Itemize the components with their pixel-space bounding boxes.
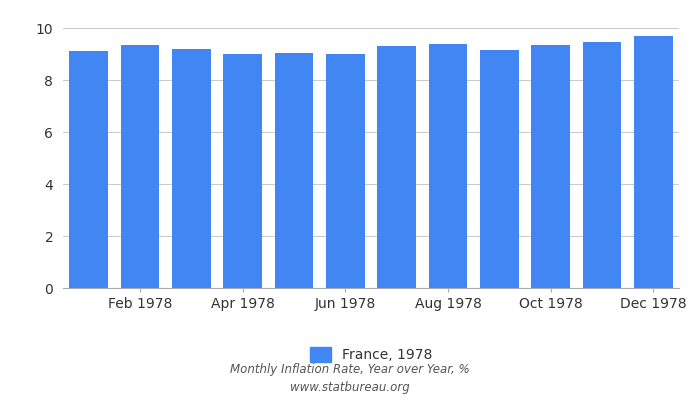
Bar xyxy=(120,45,160,288)
Legend: France, 1978: France, 1978 xyxy=(304,342,438,368)
Bar xyxy=(582,42,622,288)
Bar xyxy=(326,54,365,288)
Bar xyxy=(223,54,262,288)
Text: Monthly Inflation Rate, Year over Year, %: Monthly Inflation Rate, Year over Year, … xyxy=(230,364,470,376)
Bar xyxy=(377,46,416,288)
Text: www.statbureau.org: www.statbureau.org xyxy=(290,382,410,394)
Bar xyxy=(172,49,211,288)
Bar xyxy=(428,44,468,288)
Bar xyxy=(634,36,673,288)
Bar xyxy=(480,50,519,288)
Bar xyxy=(531,45,570,288)
Bar xyxy=(274,53,314,288)
Bar xyxy=(69,51,108,288)
